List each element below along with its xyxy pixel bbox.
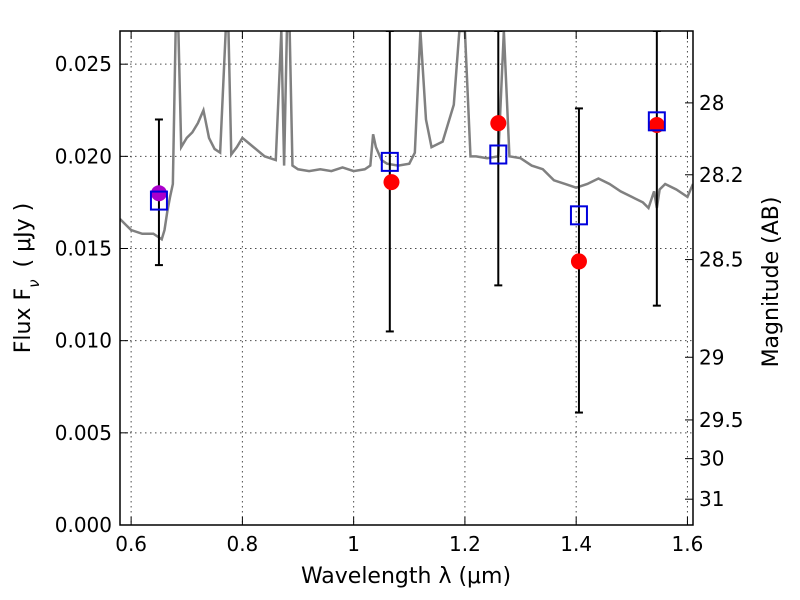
circle-marker (150, 185, 167, 202)
y-tick-label: 0.010 (55, 329, 112, 353)
spectrum-layer (120, 31, 693, 242)
x-tick-label: 1.4 (560, 532, 592, 556)
circle-marker (570, 253, 587, 270)
square-marker (380, 151, 399, 172)
right-tick-label: 28 (699, 91, 724, 115)
spectrum-line (120, 31, 693, 242)
y-axis-label-right: Magnitude (AB) (759, 197, 784, 368)
circle-marker (383, 174, 400, 191)
right-tick-label: 28.2 (699, 163, 744, 187)
square-marker (149, 190, 168, 211)
ticks: 0.6 0.8 1 1.2 1.4 1.6 0.000 0.005 0.010 0.015 0.02… (55, 31, 744, 556)
right-tick-label: 29.5 (699, 408, 744, 432)
y-axis-label-left: Flux Fν ( μJy ) (11, 203, 43, 353)
x-tick-label: 1 (347, 532, 360, 556)
circle-marker (648, 117, 665, 134)
grid (120, 31, 693, 526)
y-axis-label-left-unit: ( μJy ) (11, 203, 36, 268)
y-axis-label-left-main: Flux F (11, 288, 36, 353)
y-tick-label: 0.020 (55, 144, 112, 168)
circle-marker (490, 115, 507, 132)
right-tick-label: 30 (699, 447, 724, 471)
square-marker (569, 205, 588, 226)
y-axis-label-left-sub: ν (25, 279, 43, 287)
right-tick-label: 29 (699, 345, 724, 369)
y-tick-label: 0.025 (55, 52, 112, 76)
right-tick-label: 31 (699, 487, 724, 511)
x-axis-label: Wavelength λ (μm) (301, 564, 511, 589)
right-tick-label: 28.5 (699, 248, 744, 272)
square-marker (647, 111, 666, 132)
y-tick-label: 0.005 (55, 421, 112, 445)
x-tick-label: 1.2 (449, 532, 481, 556)
marker-layer (149, 111, 666, 270)
x-tick-label: 0.8 (226, 532, 258, 556)
plot-frame (119, 30, 694, 526)
y-tick-label: 0.015 (55, 237, 112, 261)
x-tick-label: 1.6 (672, 532, 704, 556)
y-tick-label: 0.000 (55, 513, 112, 537)
square-marker (489, 144, 508, 165)
x-tick-label: 0.6 (115, 532, 147, 556)
